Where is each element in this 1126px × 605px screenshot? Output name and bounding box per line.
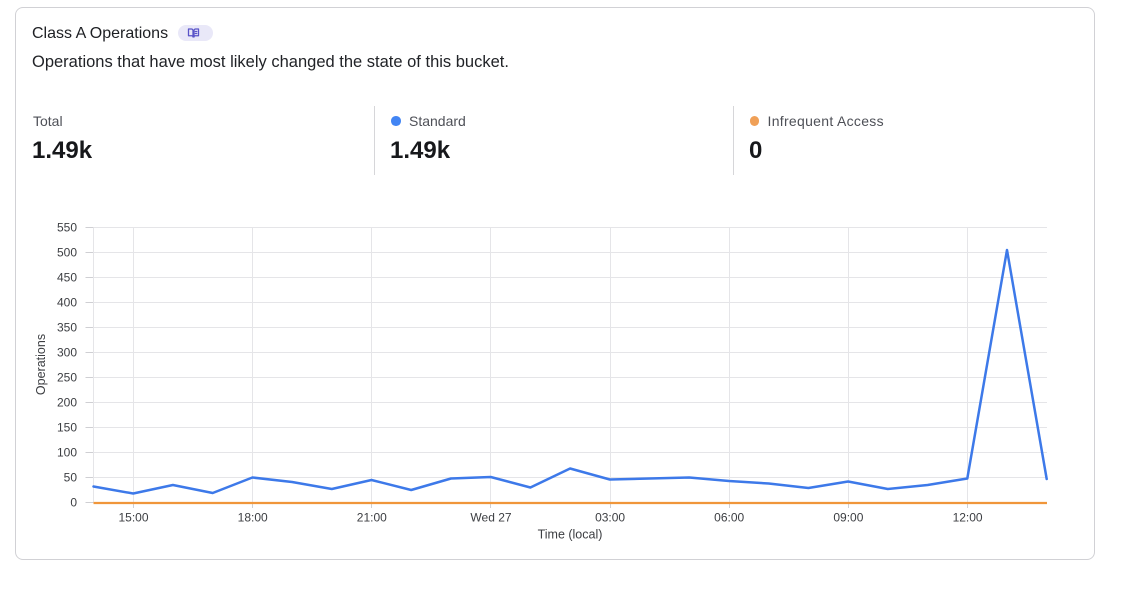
svg-text:03:00: 03:00 (595, 511, 625, 525)
svg-text:400: 400 (57, 296, 77, 310)
svg-text:250: 250 (57, 371, 77, 385)
svg-text:50: 50 (64, 471, 78, 485)
svg-text:12:00: 12:00 (953, 511, 983, 525)
svg-text:500: 500 (57, 246, 77, 260)
svg-text:0: 0 (70, 496, 77, 510)
svg-text:18:00: 18:00 (238, 511, 268, 525)
svg-text:06:00: 06:00 (714, 511, 744, 525)
svg-text:100: 100 (57, 446, 77, 460)
svg-text:09:00: 09:00 (833, 511, 863, 525)
svg-text:15:00: 15:00 (118, 511, 148, 525)
svg-text:450: 450 (57, 271, 77, 285)
svg-text:Operations: Operations (34, 334, 48, 395)
svg-text:Time (local): Time (local) (538, 528, 603, 542)
svg-text:300: 300 (57, 346, 77, 360)
svg-text:550: 550 (57, 221, 77, 235)
svg-text:350: 350 (57, 321, 77, 335)
svg-text:Wed 27: Wed 27 (470, 511, 511, 525)
svg-text:21:00: 21:00 (357, 511, 387, 525)
svg-text:200: 200 (57, 396, 77, 410)
svg-text:150: 150 (57, 421, 77, 435)
